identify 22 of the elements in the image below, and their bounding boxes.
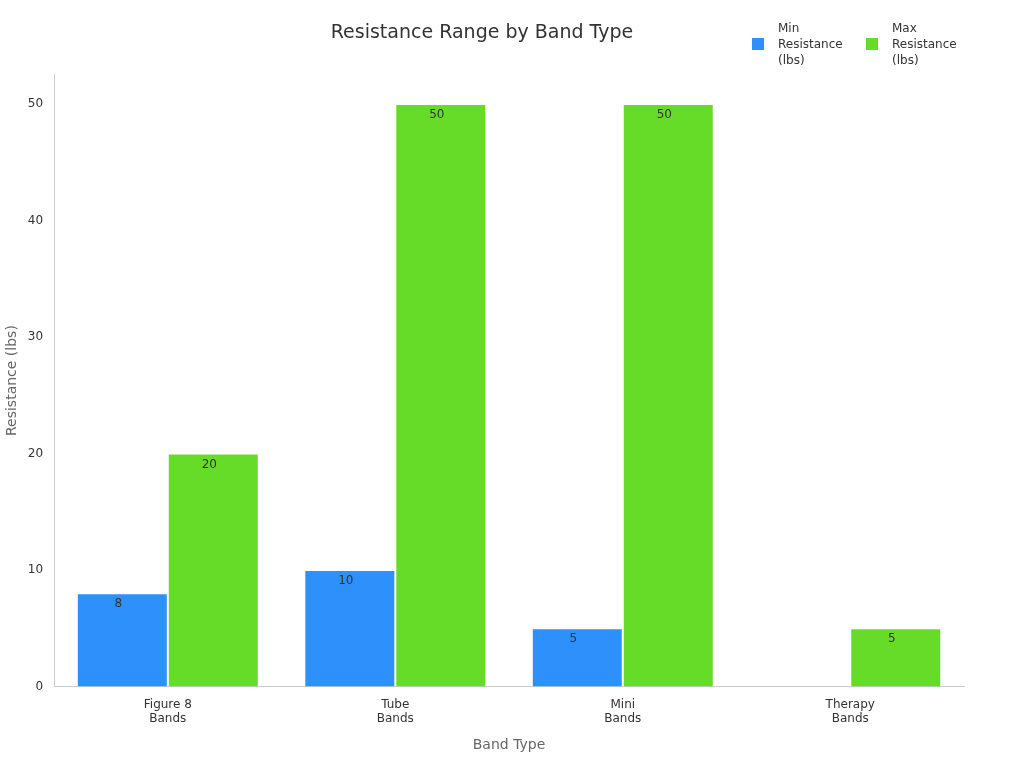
y-tick-label: 50 (27, 96, 44, 111)
y-tick-label: 10 (27, 562, 44, 577)
legend-label: Max Resistance (lbs) (892, 20, 958, 68)
x-tick-label: Therapy Bands (824, 696, 875, 726)
data-label: 10 (338, 573, 354, 588)
data-label: 50 (429, 107, 445, 122)
data-label: 5 (887, 631, 896, 646)
y-tick-label: 0 (35, 678, 44, 693)
y-tick-label: 20 (27, 445, 44, 460)
x-tick-label: Figure 8 Bands (143, 696, 192, 726)
legend-label: Min Resistance (lbs) (778, 20, 844, 68)
data-label: 8 (114, 596, 123, 611)
y-tick-label: 30 (27, 329, 44, 344)
chart-title: Resistance Range by Band Type (330, 20, 634, 43)
x-axis-title: Band Type (472, 736, 546, 753)
y-axis-title: Resistance (lbs) (3, 325, 20, 437)
data-label: 5 (569, 631, 578, 646)
x-tick-label: Tube Bands (376, 696, 414, 726)
data-label: 50 (656, 107, 672, 122)
x-tick-label: Mini Bands (604, 696, 642, 726)
data-label: 20 (201, 456, 217, 471)
y-tick-label: 40 (27, 212, 44, 227)
